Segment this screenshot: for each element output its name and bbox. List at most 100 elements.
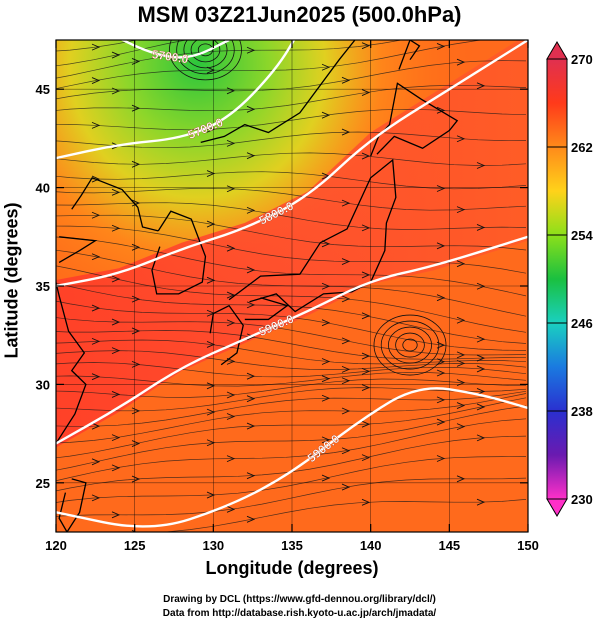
flow-arrow <box>476 335 486 343</box>
flow-arrow <box>436 294 446 302</box>
streamline <box>56 40 404 79</box>
flow-arrow <box>361 224 371 232</box>
flow-arrow <box>361 384 371 391</box>
flow-arrow <box>246 372 256 380</box>
colorbar-gradient <box>546 58 568 500</box>
flow-arrow <box>341 199 351 207</box>
flow-arrow <box>111 224 121 232</box>
streamline <box>56 435 527 492</box>
flow-arrow <box>436 106 446 114</box>
flow-arrow <box>206 220 216 228</box>
flow-arrow <box>321 240 331 248</box>
streamline <box>56 265 527 333</box>
flow-arrow <box>361 271 371 279</box>
flow-arrow <box>206 66 216 74</box>
flow-arrow <box>341 447 351 455</box>
flow-arrow <box>111 347 121 355</box>
flow-arrow <box>341 483 351 491</box>
flow-arrow <box>321 358 331 365</box>
y-axis-ticks: 25 30 35 40 45 <box>36 82 528 491</box>
x-tick-label: 130 <box>202 538 224 553</box>
height-contour <box>56 387 528 528</box>
flow-arrow <box>227 30 234 36</box>
flow-arrow <box>456 58 466 66</box>
eddy-streamline <box>197 43 214 57</box>
flow-arrow <box>436 418 446 426</box>
streamline <box>56 187 527 211</box>
colorbar-tick-label: 254 <box>571 228 593 243</box>
flow-arrow <box>476 388 486 395</box>
flow-arrow <box>476 162 486 169</box>
coastline <box>398 40 421 70</box>
flow-arrow <box>91 422 101 430</box>
x-tick-label: 145 <box>438 538 460 553</box>
flow-arrow <box>436 185 446 192</box>
colorbar-tick-label: 230 <box>571 492 593 507</box>
streamline <box>56 131 527 149</box>
flow-arrow <box>437 3 444 9</box>
coastlines <box>56 40 459 532</box>
colorbar-bottom-arrow <box>546 498 568 517</box>
flow-arrow <box>361 454 371 462</box>
flow-arrow <box>476 434 486 442</box>
x-tick-label: 120 <box>45 538 67 553</box>
flow-arrow <box>341 295 351 303</box>
flow-arrow <box>91 494 101 502</box>
flow-arrow <box>322 9 329 15</box>
flow-arrow <box>206 439 216 447</box>
flow-arrow <box>206 408 216 416</box>
flow-arrow <box>131 57 141 65</box>
flow-arrow <box>361 367 371 375</box>
flow-arrow <box>361 352 371 360</box>
flow-arrow <box>456 135 466 143</box>
flow-arrow <box>456 351 466 359</box>
flow-arrow <box>321 63 331 71</box>
x-tick-label: 135 <box>281 538 303 553</box>
flow-arrow <box>341 128 351 136</box>
flow-arrow <box>321 394 331 402</box>
eddy-streamline <box>183 40 228 69</box>
flow-arrow <box>206 170 216 177</box>
flow-arrow <box>131 360 141 368</box>
wind-streamlines <box>56 3 527 532</box>
streamline <box>56 405 527 471</box>
flow-arrow <box>246 422 256 430</box>
height-contour <box>56 40 296 160</box>
flow-arrow <box>226 391 236 399</box>
x-tick-label: 150 <box>517 538 539 553</box>
flow-arrow <box>226 185 236 193</box>
streamline <box>56 236 527 297</box>
flow-arrow <box>131 475 141 483</box>
streamline <box>56 202 527 230</box>
flow-arrow <box>206 491 216 499</box>
flow-arrow <box>246 206 256 214</box>
streamline <box>56 387 527 412</box>
height-contour <box>56 40 528 288</box>
flow-arrow <box>436 43 446 50</box>
flow-arrow <box>341 407 351 415</box>
flow-arrow <box>246 301 256 309</box>
streamline <box>159 499 527 532</box>
flow-arrow <box>91 373 101 381</box>
x-tick-label: 125 <box>124 538 146 553</box>
flow-arrow <box>342 27 349 33</box>
flow-arrow <box>456 423 466 431</box>
flow-arrow <box>361 420 371 428</box>
coastline <box>56 279 87 444</box>
flow-arrow <box>321 319 331 327</box>
flow-arrow <box>206 382 216 390</box>
flow-arrow <box>226 505 236 513</box>
flow-arrow <box>361 42 371 50</box>
contour-label: 5700.0 <box>151 47 190 66</box>
y-tick-label: 40 <box>36 181 50 196</box>
coastline <box>71 176 159 232</box>
flow-arrow <box>436 455 446 462</box>
flow-arrow <box>476 82 486 90</box>
flow-arrow <box>111 434 121 442</box>
flow-arrow <box>436 396 446 404</box>
eddy-streamline <box>387 326 432 364</box>
coastline <box>228 158 397 313</box>
flow-arrow <box>207 21 214 27</box>
flow-arrow <box>131 295 141 303</box>
